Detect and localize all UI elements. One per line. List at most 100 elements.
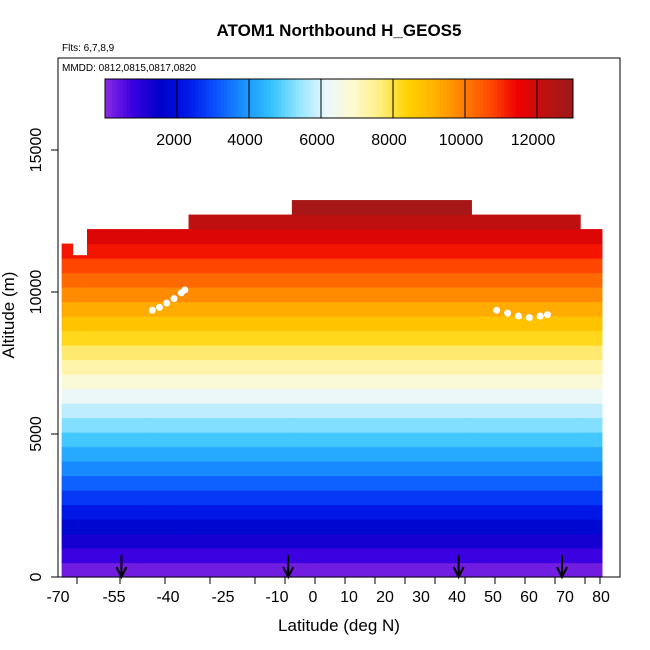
colorbar-segment: [443, 79, 448, 118]
colorbar-segment: [562, 79, 567, 118]
heatmap-cell: [188, 461, 293, 477]
x-tick-label: 50: [484, 589, 502, 606]
colorbar-segment: [162, 79, 167, 118]
heatmap-cell: [61, 316, 74, 332]
colorbar-segment: [551, 79, 556, 118]
heatmap-cell: [87, 359, 150, 375]
colorbar-segment: [425, 79, 430, 118]
colorbar-segment: [274, 79, 279, 118]
colorbar-segment: [123, 79, 128, 118]
heatmap-cell: [291, 301, 472, 317]
colorbar-segment: [508, 79, 513, 118]
colorbar-segment: [439, 79, 444, 118]
heatmap-cell: [72, 432, 88, 448]
heatmap-cell: [87, 330, 150, 346]
flights-note: Flts: 6,7,8,9: [62, 43, 115, 54]
colorbar-segment: [328, 79, 333, 118]
heatmap-cell: [188, 475, 293, 491]
heatmap-cell: [72, 446, 88, 462]
heatmap-cell: [188, 330, 293, 346]
x-tick-label: 40: [448, 589, 466, 606]
heatmap-cells: [61, 200, 603, 578]
heatmap-cell: [148, 417, 190, 433]
heatmap-cell: [72, 287, 88, 303]
heatmap-cell: [61, 461, 74, 477]
heatmap-cell: [291, 446, 472, 462]
y-tick-label: 15000: [28, 128, 45, 173]
colorbar-segment: [472, 79, 477, 118]
colorbar-segment: [155, 79, 160, 118]
heatmap-cell: [580, 548, 603, 564]
colorbar-segment: [436, 79, 441, 118]
heatmap-cell: [87, 432, 150, 448]
colorbar-segment: [540, 79, 545, 118]
heatmap-cell: [148, 548, 190, 564]
heatmap-cell: [580, 229, 603, 245]
x-tick-label: -70: [46, 589, 69, 606]
heatmap-cell: [72, 374, 88, 390]
colorbar-segment: [137, 79, 142, 118]
colorbar-segment: [177, 79, 182, 118]
heatmap-cell: [72, 461, 88, 477]
heatmap-cell: [87, 316, 150, 332]
colorbar-segment: [223, 79, 228, 118]
heatmap-cell: [87, 258, 150, 274]
colorbar-segment: [108, 79, 113, 118]
colorbar-tick-label: 6000: [299, 132, 335, 149]
colorbar-segment: [382, 79, 387, 118]
colorbar-segment: [385, 79, 390, 118]
heatmap-cell: [580, 533, 603, 549]
heatmap-cell: [148, 403, 190, 419]
heatmap-cell: [291, 417, 472, 433]
heatmap-cell: [87, 272, 150, 288]
heatmap-cell: [471, 287, 581, 303]
colorbar-segment: [450, 79, 455, 118]
heatmap-cell: [87, 490, 150, 506]
heatmap-cell: [87, 243, 150, 259]
heatmap-cell: [471, 388, 581, 404]
colorbar-segment: [238, 79, 243, 118]
colorbar-segment: [375, 79, 380, 118]
heatmap-cell: [148, 432, 190, 448]
heatmap-cell: [188, 301, 293, 317]
heatmap-cell: [471, 403, 581, 419]
colorbar-segment: [403, 79, 408, 118]
heatmap-cell: [580, 359, 603, 375]
colorbar-segment: [270, 79, 275, 118]
colorbar-segment: [202, 79, 207, 118]
x-tick-label: -40: [156, 589, 179, 606]
heatmap-cell: [87, 461, 150, 477]
heatmap-cell: [580, 374, 603, 390]
heatmap-cell: [61, 417, 74, 433]
heatmap-cell: [580, 272, 603, 288]
heatmap-cell: [291, 345, 472, 361]
x-tick-label: 80: [592, 589, 610, 606]
y-tick-label: 10000: [28, 270, 45, 315]
colorbar-segment: [407, 79, 412, 118]
heatmap-cell: [471, 258, 581, 274]
colorbar-segment: [263, 79, 268, 118]
colorbar-tick-labels: 2000 4000 6000 8000 10000 12000: [156, 132, 555, 149]
heatmap-cell: [291, 359, 472, 375]
heatmap-cell: [148, 562, 190, 578]
heatmap-cell: [291, 200, 472, 216]
colorbar-segment: [349, 79, 354, 118]
x-tick-label: 60: [520, 589, 538, 606]
colorbar-segment: [475, 79, 480, 118]
colorbar-segment: [281, 79, 286, 118]
colorbar-segment: [429, 79, 434, 118]
flight-track-point: [543, 311, 551, 319]
heatmap-cell: [291, 533, 472, 549]
heatmap-cell: [61, 475, 74, 491]
colorbar-segment: [432, 79, 437, 118]
heatmap-cell: [471, 504, 581, 520]
flight-track-point: [525, 314, 533, 321]
heatmap-cell: [188, 562, 293, 578]
heatmap-cell: [148, 374, 190, 390]
colorbar-segment: [364, 79, 369, 118]
x-tick-label: 10: [340, 589, 358, 606]
colorbar-segment: [371, 79, 376, 118]
colorbar-segment: [187, 79, 192, 118]
heatmap-cell: [148, 330, 190, 346]
